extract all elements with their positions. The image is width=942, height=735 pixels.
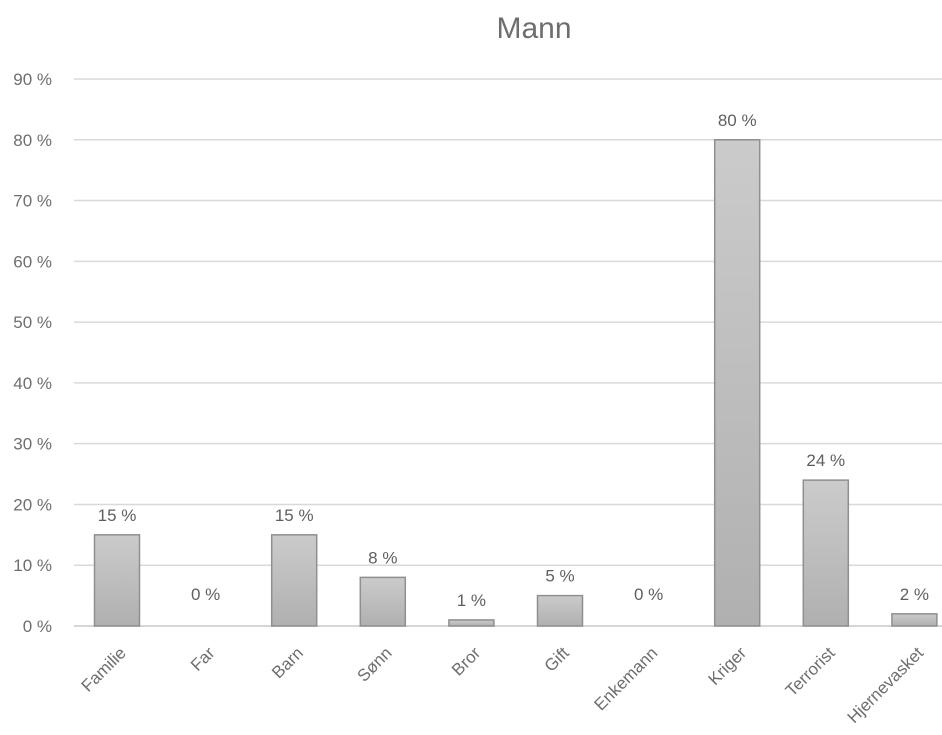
x-category-label: Gift (541, 643, 573, 675)
bar (891, 613, 938, 627)
gridlines (74, 78, 942, 627)
x-category-label: Kriger (705, 643, 751, 689)
y-tick-label: 10 % (13, 556, 52, 575)
bar (536, 594, 584, 627)
y-tick-label: 90 % (13, 70, 52, 89)
x-category-label: Far (187, 643, 219, 675)
bar (713, 139, 761, 627)
x-category-label: Enkemann (591, 643, 662, 714)
x-category-label: Sønn (353, 643, 395, 685)
data-label: 80 % (718, 111, 757, 130)
x-axis-categories: Familie Far Barn Sønn Bror Gift Enkemann Kriger… (78, 643, 928, 727)
data-label: 5 % (545, 567, 574, 586)
y-tick-label: 70 % (13, 192, 52, 211)
bar (93, 534, 141, 627)
x-category-label: Hjernevasket (844, 643, 928, 727)
bar (359, 576, 407, 627)
chart-title: Mann (496, 12, 571, 45)
data-label: 1 % (457, 591, 486, 610)
data-label: 24 % (806, 451, 845, 470)
x-category-label: Barn (268, 643, 307, 682)
data-label: 15 % (98, 506, 137, 525)
y-tick-label: 20 % (13, 495, 52, 514)
y-tick-label: 40 % (13, 374, 52, 393)
x-category-label: Terrorist (782, 643, 839, 700)
bar (802, 479, 850, 627)
y-tick-label: 80 % (13, 131, 52, 150)
y-tick-label: 50 % (13, 313, 52, 332)
data-labels: 15 % 0 % 15 % 8 % 1 % 5 % 0 % 80 % 24 % 2 % (98, 111, 929, 610)
bars (93, 139, 938, 627)
data-label: 2 % (900, 585, 929, 604)
y-tick-label: 0 % (23, 617, 52, 636)
data-label: 15 % (275, 506, 314, 525)
y-tick-label: 30 % (13, 435, 52, 454)
y-tick-label: 60 % (13, 252, 52, 271)
data-label: 8 % (368, 548, 397, 567)
bar (270, 534, 318, 627)
data-label: 0 % (634, 585, 663, 604)
bar (448, 619, 495, 627)
x-category-label: Familie (78, 643, 130, 695)
x-category-label: Bror (448, 643, 484, 679)
data-label: 0 % (191, 585, 220, 604)
y-axis-ticks: 0 % 10 % 20 % 30 % 40 % 50 % 60 % 70 % 80 % 90 % (13, 70, 52, 636)
